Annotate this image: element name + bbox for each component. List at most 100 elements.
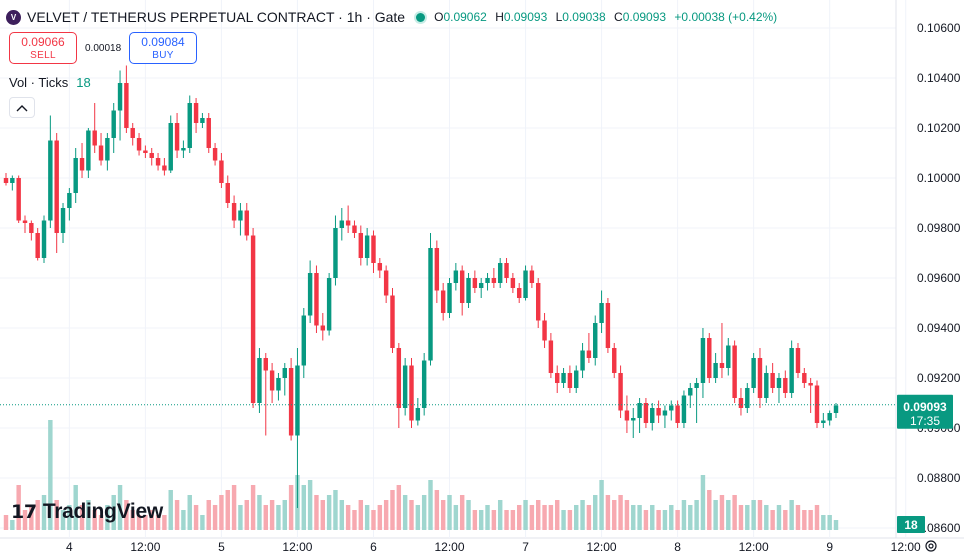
time-tick-label: 9 — [826, 540, 833, 554]
volume-bar — [364, 505, 370, 530]
symbol-logo-icon[interactable]: V — [6, 9, 21, 25]
candle-body — [16, 178, 21, 221]
candle-body — [326, 278, 332, 331]
candle-down — [124, 65, 129, 133]
volume-bar — [54, 500, 59, 530]
collapse-legend-button[interactable] — [9, 97, 35, 118]
volume-indicator-legend[interactable]: Vol · Ticks 18 — [9, 75, 91, 90]
candle-body — [415, 408, 421, 421]
candle-up — [295, 348, 300, 508]
candle-body — [802, 373, 807, 383]
candle-up — [60, 203, 66, 243]
candle-body — [130, 128, 135, 138]
candle-body — [795, 348, 801, 373]
volume-bar — [22, 510, 28, 530]
candle-up — [650, 403, 655, 431]
candle-down — [434, 240, 440, 303]
candle-body — [561, 373, 566, 383]
candle-body — [675, 405, 680, 423]
candle-up — [168, 115, 173, 173]
volume-bar — [555, 500, 560, 530]
volume-bar — [745, 505, 750, 530]
tradingview-logo[interactable]: 17 TradingView — [11, 500, 163, 524]
time-tick-label: 4 — [66, 540, 73, 554]
volume-bar — [478, 510, 484, 530]
candle-up — [364, 228, 370, 266]
volume-bar — [238, 505, 243, 530]
candle-down — [136, 133, 142, 156]
time-axis[interactable]: 4 12:00 5 12:00 6 12:00 7 12:00 8 12:00 9 12:00 — [66, 540, 921, 554]
volume-bar — [352, 510, 357, 530]
volume-bar — [396, 485, 402, 530]
candle-body — [770, 373, 775, 388]
volume-bar — [29, 505, 34, 530]
volume-bar — [269, 500, 275, 530]
open-value: 0.09062 — [443, 10, 487, 24]
candle-up — [497, 258, 503, 288]
price-axis[interactable]: 0.10600 0.10400 0.10200 0.10000 0.09800 0.096… — [917, 21, 961, 535]
candle-body — [523, 270, 528, 298]
symbol-title[interactable]: VELVET / TETHERUS PERPETUAL CONTRACT · 1… — [27, 9, 406, 25]
time-tick-label: 8 — [674, 540, 681, 554]
candle-up — [117, 70, 123, 141]
market-open-icon — [416, 12, 426, 22]
candle-body — [497, 263, 503, 283]
volume-bar — [599, 480, 604, 530]
volume-bar — [225, 490, 230, 530]
volume-bar — [415, 505, 421, 530]
candle-body — [269, 370, 275, 391]
volume-bar — [675, 510, 680, 530]
time-tick-label: 12:00 — [739, 540, 769, 554]
volume-bar — [593, 495, 598, 530]
volume-bars — [3, 420, 839, 530]
candle-down — [707, 333, 712, 383]
candle-body — [681, 395, 687, 423]
gear-icon[interactable] — [924, 539, 938, 553]
volume-bar — [390, 490, 395, 530]
candle-down — [795, 343, 801, 378]
candle-up — [453, 263, 459, 291]
candle-up — [574, 365, 579, 393]
candle-down — [54, 133, 59, 253]
candle-body — [41, 220, 47, 258]
candle-body — [586, 350, 592, 358]
volume-bar — [650, 505, 655, 530]
candle-up — [402, 358, 408, 416]
candle-body — [35, 233, 40, 258]
volume-bar — [669, 505, 674, 530]
volume-bar — [764, 505, 769, 530]
candle-up — [86, 128, 91, 178]
candle-body — [295, 365, 300, 436]
candle-body — [459, 270, 465, 303]
candle-body — [263, 358, 268, 371]
candle-body — [162, 165, 167, 171]
volume-bar — [434, 490, 440, 530]
candle-body — [168, 123, 173, 171]
candle-down — [618, 365, 623, 418]
volume-bar — [421, 495, 427, 530]
price-change: +0.00038 (+0.42%) — [674, 10, 778, 24]
candle-up — [428, 233, 433, 366]
candle-down — [612, 343, 617, 378]
candle-body — [92, 130, 97, 146]
candle-down — [783, 370, 788, 398]
buy-button[interactable]: 0.09084 BUY — [129, 32, 197, 64]
candle-body — [307, 273, 313, 316]
price-tick-label: 0.09800 — [917, 221, 961, 235]
candle-body — [751, 358, 756, 388]
spread-value: 0.00018 — [85, 43, 122, 54]
volume-bar — [181, 510, 186, 530]
volume-bar — [41, 495, 47, 530]
candle-body — [783, 378, 788, 393]
time-tick-label: 12:00 — [891, 540, 921, 554]
candle-body — [149, 153, 154, 158]
volume-bar — [529, 505, 535, 530]
volume-bar — [168, 490, 173, 530]
candle-up — [10, 175, 15, 191]
candle-body — [98, 145, 104, 161]
sell-button[interactable]: 0.09066 SELL — [9, 32, 77, 64]
candle-down — [802, 368, 807, 388]
time-tick-label: 12:00 — [282, 540, 312, 554]
volume-bar — [713, 500, 718, 530]
